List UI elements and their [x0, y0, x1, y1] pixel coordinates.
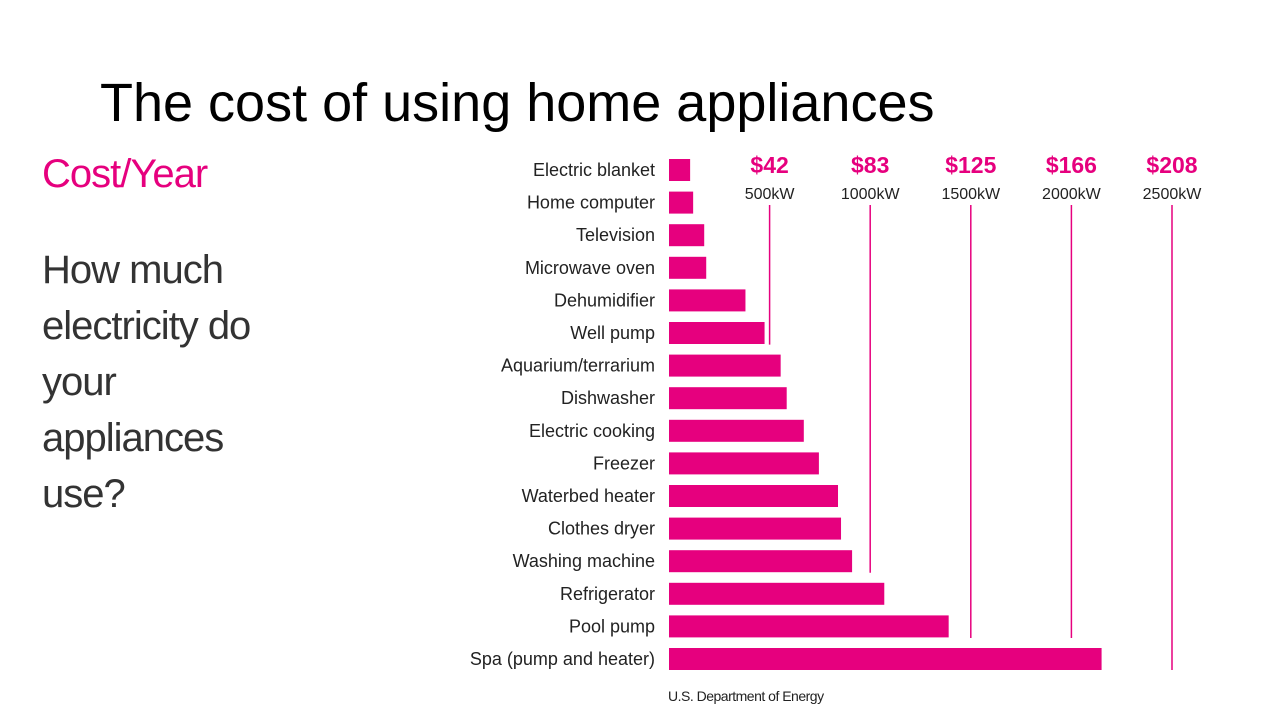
tick-kw-label: 1500kW	[941, 186, 1001, 203]
category-label: Electric cooking	[529, 421, 655, 441]
bar	[669, 159, 691, 181]
bar	[669, 256, 707, 279]
category-label: Waterbed heater	[522, 486, 655, 506]
category-label: Home computer	[527, 193, 655, 213]
category-label: Spa (pump and heater)	[470, 649, 655, 669]
bar	[669, 191, 694, 214]
bar	[669, 615, 949, 638]
tick-kw-label: 1000kW	[841, 186, 901, 203]
category-label: Electric blanket	[533, 160, 655, 180]
category-label: Television	[576, 225, 655, 245]
tick-cost-label: $208	[1146, 152, 1197, 178]
bar	[669, 224, 705, 247]
category-label: Washing machine	[513, 551, 655, 571]
bar	[669, 582, 885, 605]
tick-cost-label: $42	[750, 152, 788, 178]
category-label: Microwave oven	[525, 258, 655, 278]
category-label: Dishwasher	[561, 388, 655, 408]
cost-year-heading: Cost/Year	[42, 152, 208, 196]
category-label: Aquarium/terrarium	[501, 356, 655, 376]
tick-kw-label: 2500kW	[1143, 186, 1203, 203]
category-label: Well pump	[570, 323, 655, 343]
bar	[669, 387, 787, 410]
source-credit: U.S. Department of Energy	[668, 688, 824, 704]
bar	[669, 452, 819, 475]
tick-kw-label: 500kW	[745, 186, 796, 203]
question-text: How much electricity do your appliances …	[42, 248, 251, 516]
category-label: Pool pump	[569, 616, 655, 636]
tick-cost-label: $125	[945, 152, 996, 178]
bar	[669, 322, 765, 344]
bar	[669, 485, 839, 507]
tick-cost-label: $83	[851, 152, 889, 178]
bar	[669, 289, 746, 312]
bar	[669, 517, 842, 540]
bar	[669, 419, 804, 442]
tick-cost-label: $166	[1046, 152, 1097, 178]
category-label: Refrigerator	[560, 584, 655, 604]
slide-title: The cost of using home appliances	[100, 73, 935, 133]
category-label: Clothes dryer	[548, 519, 655, 539]
bar	[669, 550, 853, 573]
bar	[669, 354, 781, 377]
tick-kw-label: 2000kW	[1042, 186, 1102, 203]
bar	[669, 648, 1102, 670]
category-label: Freezer	[593, 453, 655, 473]
category-label: Dehumidifier	[554, 290, 655, 310]
